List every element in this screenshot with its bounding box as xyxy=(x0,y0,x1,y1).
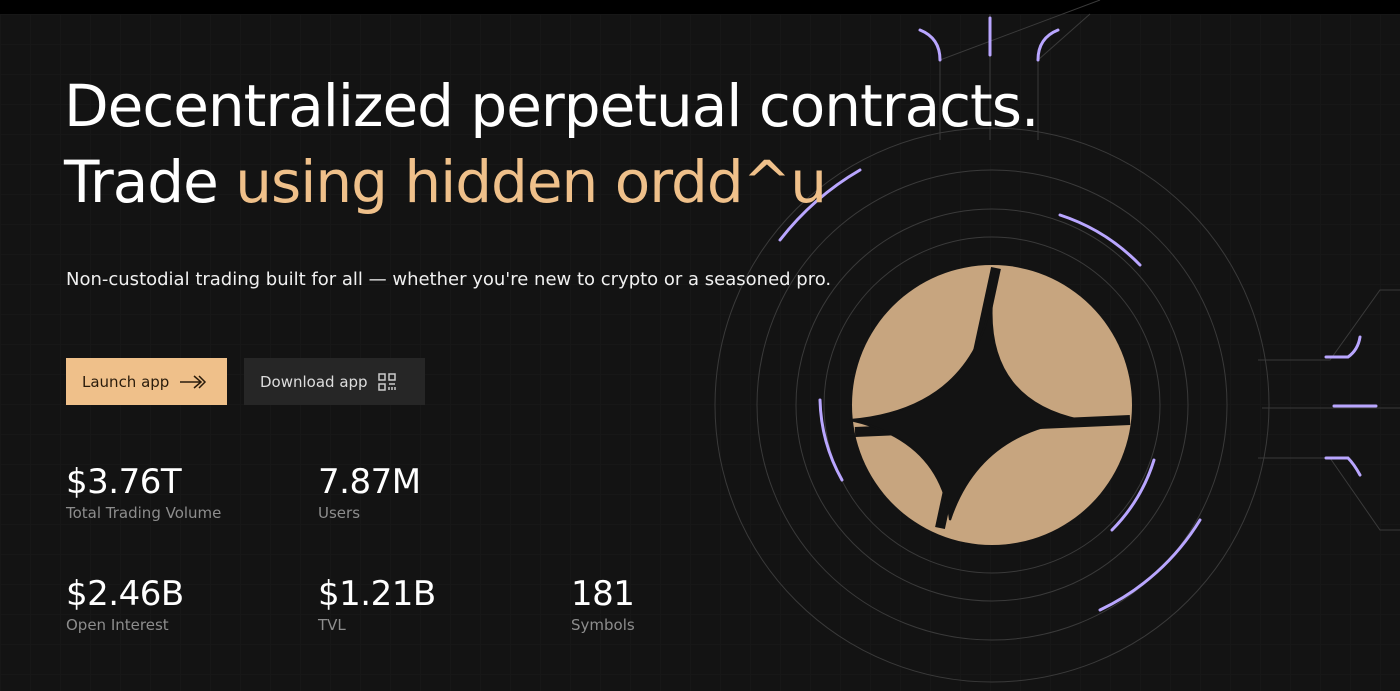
arrow-right-icon xyxy=(180,374,207,389)
stat-open-interest: $2.46B Open Interest xyxy=(66,574,184,634)
title-line1: Decentralized perpetual contracts. xyxy=(64,72,1039,140)
top-bar xyxy=(0,0,1400,14)
title-line2-highlight: using hidden ordd^u xyxy=(235,148,827,216)
stat-label: Open Interest xyxy=(66,616,169,634)
stat-value: $1.21B xyxy=(318,574,436,614)
stat-value: $2.46B xyxy=(66,574,184,614)
launch-app-button[interactable]: Launch app xyxy=(66,358,227,405)
download-app-button[interactable]: Download app xyxy=(244,358,425,405)
hero-title: Decentralized perpetual contracts. Trade… xyxy=(64,68,1039,220)
background-grid xyxy=(0,14,1400,691)
download-app-label: Download app xyxy=(260,372,368,391)
stat-value: 7.87M xyxy=(318,462,421,502)
stat-symbols: 181 Symbols xyxy=(571,574,635,634)
launch-app-label: Launch app xyxy=(82,372,170,391)
title-line2-prefix: Trade xyxy=(64,148,236,216)
qr-code-icon xyxy=(377,372,396,391)
hero-subtitle: Non-custodial trading built for all — wh… xyxy=(66,269,832,290)
stat-value: 181 xyxy=(571,574,635,614)
stat-label: Users xyxy=(318,504,361,522)
stat-users: 7.87M Users xyxy=(318,462,421,522)
stat-label: Total Trading Volume xyxy=(66,504,222,522)
stat-total-volume: $3.76T Total Trading Volume xyxy=(66,462,221,522)
stat-label: Symbols xyxy=(571,616,635,634)
stat-label: TVL xyxy=(318,616,346,634)
stat-value: $3.76T xyxy=(66,462,182,502)
stat-tvl: $1.21B TVL xyxy=(318,574,436,634)
